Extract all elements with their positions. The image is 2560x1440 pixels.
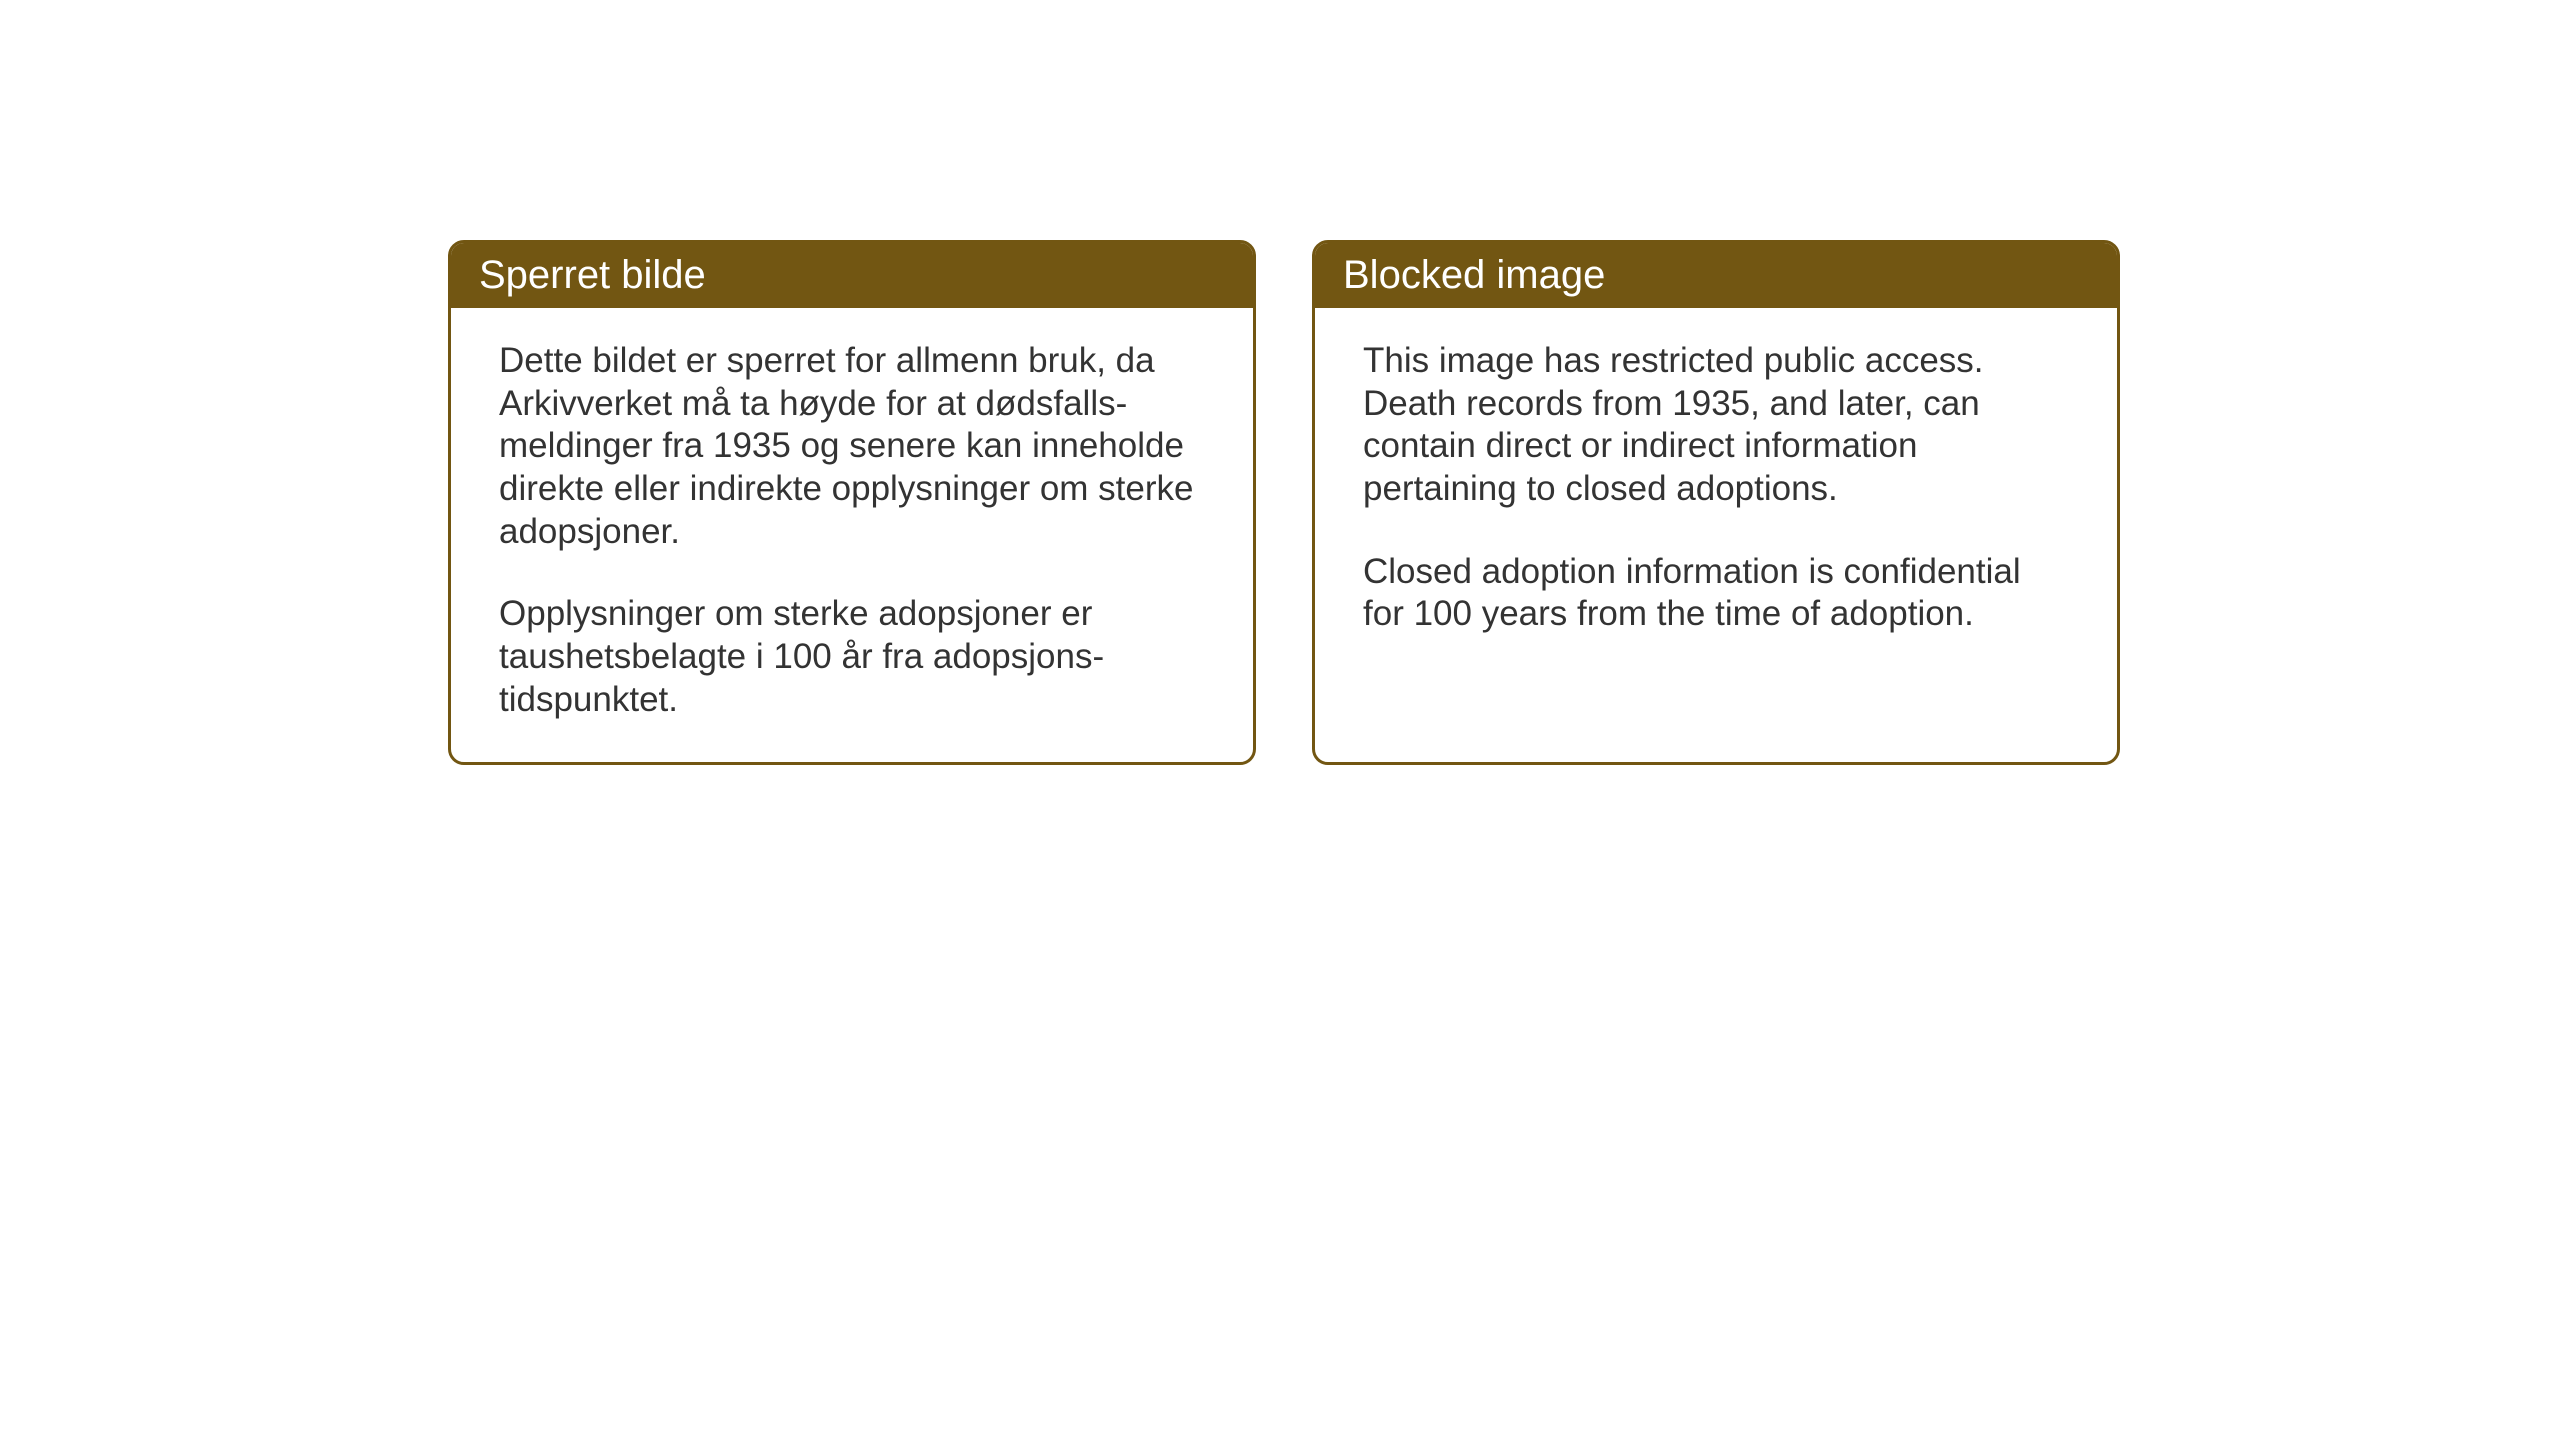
norwegian-card-body: Dette bildet er sperret for allmenn bruk… (451, 308, 1253, 762)
norwegian-paragraph-1: Dette bildet er sperret for allmenn bruk… (499, 340, 1205, 553)
norwegian-card: Sperret bilde Dette bildet er sperret fo… (448, 240, 1256, 765)
card-container: Sperret bilde Dette bildet er sperret fo… (448, 240, 2120, 765)
norwegian-card-title: Sperret bilde (479, 253, 706, 297)
english-paragraph-1: This image has restricted public access.… (1363, 340, 2069, 511)
english-card-title: Blocked image (1343, 253, 1605, 297)
english-card: Blocked image This image has restricted … (1312, 240, 2120, 765)
english-paragraph-2: Closed adoption information is confident… (1363, 551, 2069, 636)
english-card-body: This image has restricted public access.… (1315, 308, 2117, 676)
norwegian-card-header: Sperret bilde (451, 243, 1253, 308)
norwegian-paragraph-2: Opplysninger om sterke adopsjoner er tau… (499, 593, 1205, 721)
english-card-header: Blocked image (1315, 243, 2117, 308)
